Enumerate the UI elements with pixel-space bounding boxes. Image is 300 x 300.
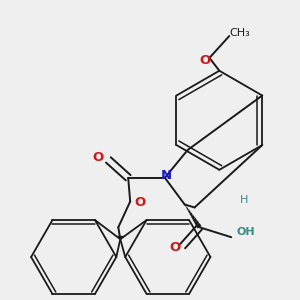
- Text: OH: OH: [236, 227, 255, 237]
- Text: H: H: [240, 194, 248, 205]
- Text: N: N: [161, 169, 172, 182]
- Text: O: O: [200, 54, 211, 67]
- Text: CH₃: CH₃: [229, 28, 250, 38]
- Text: O: O: [93, 152, 104, 164]
- Text: O: O: [169, 241, 180, 254]
- Text: O: O: [134, 196, 146, 209]
